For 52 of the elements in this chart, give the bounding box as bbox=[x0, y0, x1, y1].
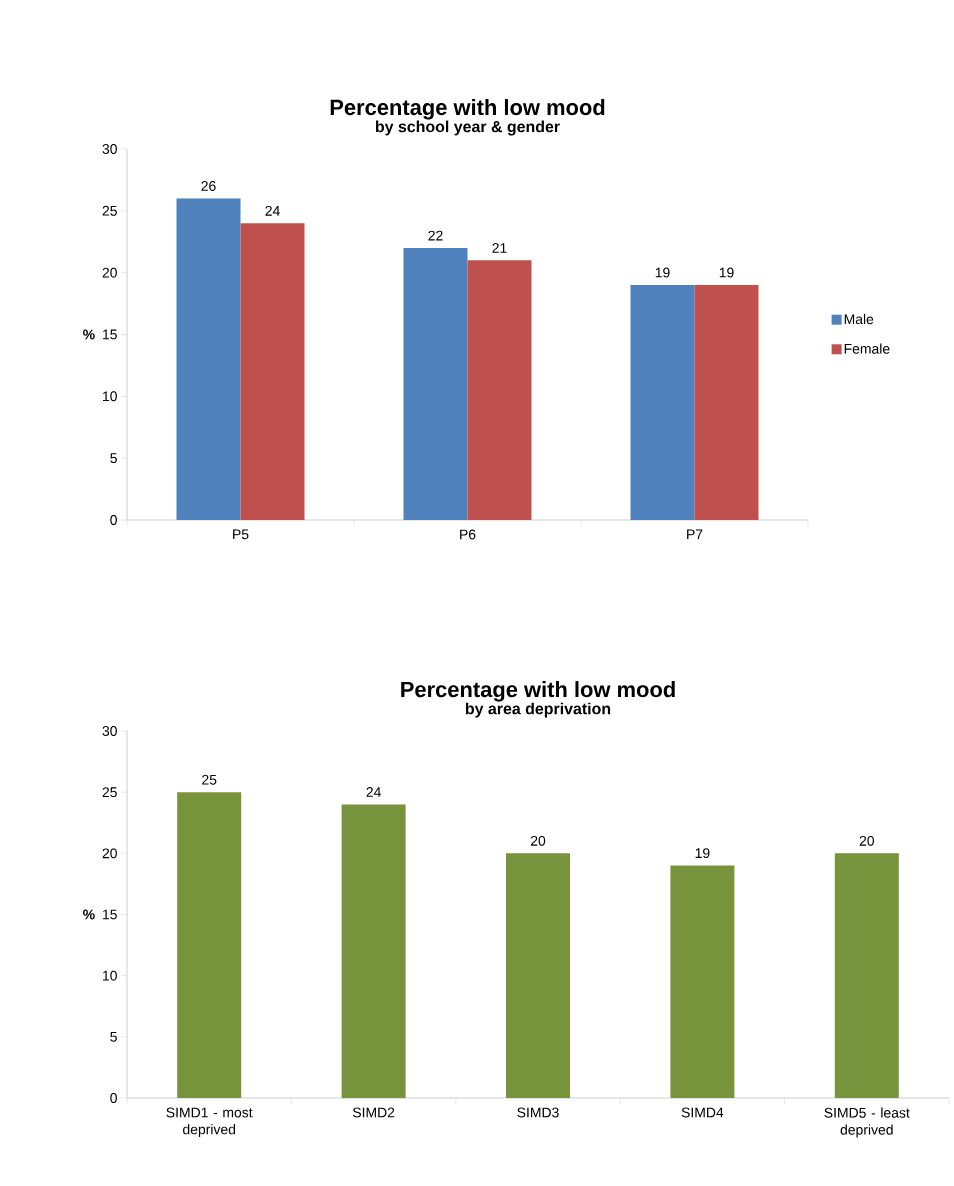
bar bbox=[694, 285, 759, 520]
x-tick-label: SIMD3 bbox=[517, 1107, 559, 1118]
bar bbox=[506, 853, 570, 1098]
y-axis-title: % bbox=[83, 329, 95, 340]
y-tick-label: 25 bbox=[102, 205, 117, 216]
y-tick-label: 0 bbox=[110, 515, 117, 525]
x-tick-label: SIMD4 bbox=[681, 1107, 724, 1118]
y-tick-label: 5 bbox=[110, 1031, 117, 1042]
y-tick-label: 15 bbox=[103, 909, 117, 920]
x-tick-label: P6 bbox=[460, 529, 476, 540]
bar bbox=[177, 792, 242, 1098]
y-tick-label: 20 bbox=[102, 267, 117, 278]
y-tick-label: 0 bbox=[110, 1093, 117, 1103]
chart-title: Percentage with low mood bbox=[330, 99, 605, 120]
bar bbox=[670, 865, 735, 1098]
y-tick-label: 30 bbox=[102, 144, 117, 154]
y-tick-label: 30 bbox=[102, 726, 117, 736]
y-tick-label: 10 bbox=[103, 391, 117, 402]
x-tick-label: P7 bbox=[687, 529, 703, 540]
data-label: 20 bbox=[530, 835, 546, 846]
x-tick-label: P5 bbox=[233, 529, 249, 540]
data-label: 19 bbox=[655, 267, 670, 278]
bar bbox=[403, 247, 468, 520]
bar bbox=[240, 223, 305, 520]
x-tick-label: SIMD1 - most deprived bbox=[166, 1107, 253, 1138]
data-label: 24 bbox=[366, 787, 381, 797]
data-label: 25 bbox=[202, 774, 217, 785]
y-tick-label: 20 bbox=[102, 848, 117, 859]
data-label: 19 bbox=[695, 848, 710, 859]
x-tick-label: SIMD2 bbox=[352, 1107, 395, 1118]
data-label: 24 bbox=[265, 205, 280, 216]
data-label: 26 bbox=[201, 181, 216, 191]
bar bbox=[467, 260, 532, 520]
bar bbox=[834, 853, 899, 1098]
legend-label: Male bbox=[844, 313, 874, 325]
chart-title: Percentage with low mood bbox=[401, 681, 675, 702]
data-label: 21 bbox=[492, 243, 507, 253]
chart-subtitle: by area deprivation bbox=[465, 702, 611, 718]
y-tick-label: 10 bbox=[103, 970, 117, 981]
data-label: 19 bbox=[719, 267, 734, 278]
data-label: 20 bbox=[859, 835, 875, 846]
y-tick-label: 5 bbox=[110, 453, 117, 464]
legend-label: Female bbox=[844, 343, 890, 354]
data-label: 22 bbox=[428, 230, 443, 241]
y-axis-title: % bbox=[83, 909, 95, 920]
x-tick-label: SIMD5 - least deprived bbox=[824, 1107, 910, 1138]
bar bbox=[341, 804, 406, 1098]
y-tick-label: 25 bbox=[102, 787, 117, 798]
y-tick-label: 15 bbox=[103, 329, 117, 340]
bar bbox=[630, 285, 695, 520]
chart-subtitle: by school year & gender bbox=[375, 120, 560, 136]
bar bbox=[176, 198, 241, 520]
